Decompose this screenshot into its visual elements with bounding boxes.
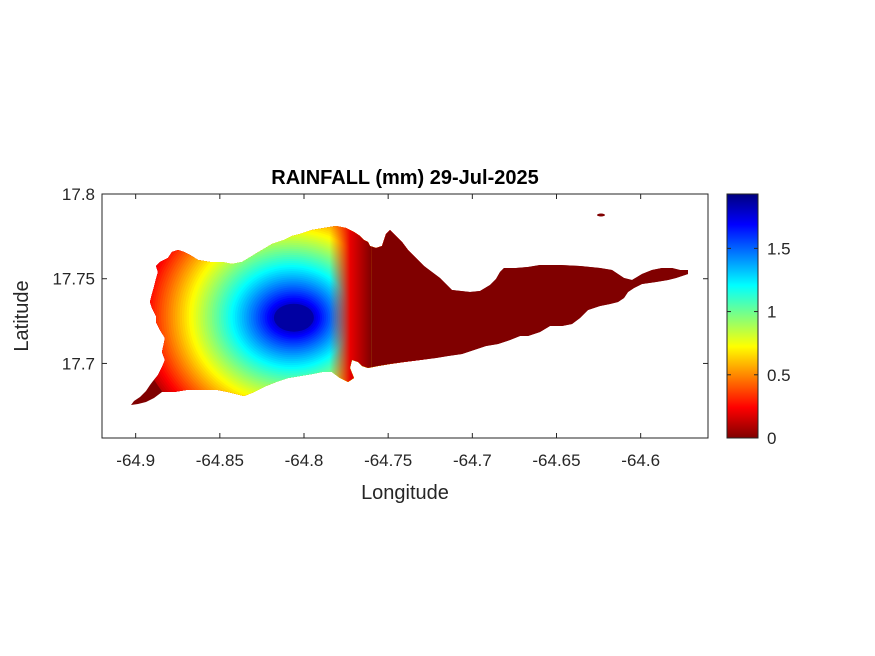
colorbar-tick-label: 1.5 — [767, 239, 791, 258]
x-axis-label: Longitude — [361, 482, 449, 504]
y-tick-label: 17.8 — [62, 185, 95, 204]
x-tick-label: -64.6 — [621, 451, 660, 470]
colorbar-tick-label: 0 — [767, 429, 776, 448]
y-axis-label: Latitude — [11, 280, 33, 351]
x-tick-label: -64.75 — [364, 451, 412, 470]
x-tick-label: -64.8 — [285, 451, 324, 470]
y-axis-ticks: 17.7 17.75 17.8 — [52, 185, 708, 373]
chart-title: RAINFALL (mm) 29-Jul-2025 — [271, 167, 538, 189]
islet — [597, 213, 605, 217]
colorbar-tick-label: 1 — [767, 303, 776, 322]
rainfall-contour — [273, 303, 314, 332]
colorbar-tick-label: 0.5 — [767, 366, 791, 385]
y-tick-label: 17.75 — [52, 270, 95, 289]
y-tick-label: 17.7 — [62, 354, 95, 373]
x-tick-label: -64.65 — [532, 451, 580, 470]
x-tick-label: -64.9 — [116, 451, 155, 470]
x-axis-ticks: -64.9 -64.85 -64.8 -64.75 -64.7 -64.65 -64.6 — [116, 194, 660, 470]
x-tick-label: -64.85 — [196, 451, 244, 470]
x-tick-label: -64.7 — [453, 451, 492, 470]
colorbar — [726, 193, 759, 439]
colorbar-ticks: 0 0.5 1 1.5 — [727, 239, 791, 448]
